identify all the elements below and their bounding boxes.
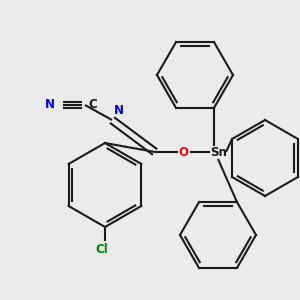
Text: C: C <box>88 98 97 110</box>
Text: Sn: Sn <box>211 146 227 158</box>
Text: O: O <box>178 146 188 158</box>
Text: N: N <box>114 104 124 117</box>
Text: Cl: Cl <box>96 243 108 256</box>
Text: N: N <box>45 98 55 112</box>
